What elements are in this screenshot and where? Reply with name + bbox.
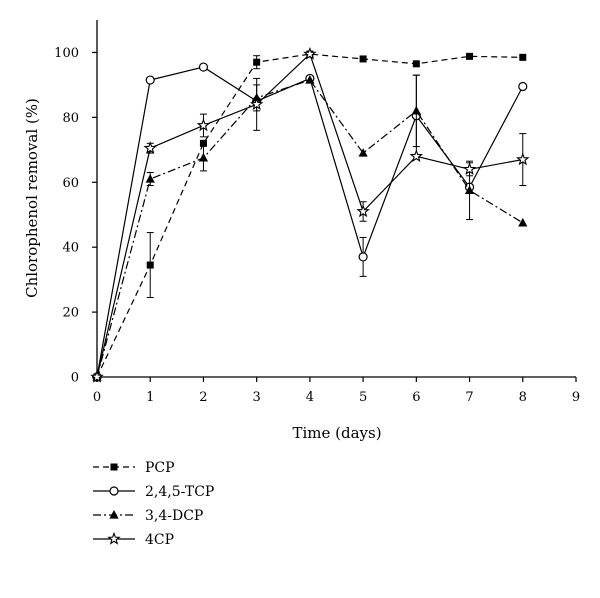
data-point-4cp xyxy=(249,97,264,111)
legend-marker xyxy=(109,510,119,519)
x-tick-label: 0 xyxy=(93,390,101,405)
x-tick-label: 9 xyxy=(572,390,580,405)
y-tick-label: 20 xyxy=(62,306,79,321)
y-tick-label: 40 xyxy=(62,241,79,256)
legend-marker xyxy=(107,531,121,545)
data-point-4cp xyxy=(462,162,477,176)
legend-label: PCP xyxy=(145,460,175,476)
x-tick-label: 4 xyxy=(306,390,314,405)
data-point-3-4-dcp xyxy=(198,152,209,162)
legend-label: 2,4,5-TCP xyxy=(145,484,214,500)
series-pcp xyxy=(93,50,527,381)
x-tick-label: 3 xyxy=(253,390,261,405)
axes xyxy=(96,20,576,378)
legend-label: 3,4-DCP xyxy=(145,508,203,524)
x-tick-label: 1 xyxy=(146,390,154,405)
legend-marker xyxy=(110,463,118,471)
legend-item-4cp: 4CP xyxy=(93,531,174,548)
data-point-4cp xyxy=(356,204,370,218)
series-line-2-4-5-tcp xyxy=(96,66,524,378)
data-point-4cp xyxy=(516,152,530,166)
data-point-2-4-5-tcp xyxy=(358,252,368,262)
data-point-3-4-dcp xyxy=(145,174,155,183)
y-axis-title: Chlorophenol removal (%) xyxy=(23,98,41,298)
series-4cp xyxy=(90,47,530,383)
data-point-pcp xyxy=(519,53,527,61)
legend-item-pcp: PCP xyxy=(93,460,175,476)
series-2-4-5-tcp xyxy=(92,62,528,382)
data-point-pcp xyxy=(253,58,261,66)
series-3-4-dcp xyxy=(92,74,528,381)
data-point-3-4-dcp xyxy=(518,217,528,227)
x-tick-label: 8 xyxy=(519,390,527,405)
data-point-3-4-dcp xyxy=(305,75,315,84)
y-tick-label: 60 xyxy=(62,176,79,191)
data-point-4cp xyxy=(143,141,157,154)
data-point-2-4-5-tcp xyxy=(198,62,209,72)
data-point-2-4-5-tcp xyxy=(145,75,155,85)
legend-item-2-4-5-tcp: 2,4,5-TCP xyxy=(93,484,214,500)
data-point-3-4-dcp xyxy=(411,105,421,115)
y-tick-label: 80 xyxy=(62,111,79,126)
data-point-4cp xyxy=(196,118,211,132)
y-tick-label: 0 xyxy=(71,371,79,386)
data-point-4cp xyxy=(303,47,317,60)
data-point-pcp xyxy=(412,60,420,68)
x-tick-label: 2 xyxy=(199,390,207,405)
legend: PCP 2,4,5-TCP 3,4-DCP 4CP xyxy=(93,460,214,548)
legend-item-3-4-dcp: 3,4-DCP xyxy=(93,508,203,524)
data-point-pcp xyxy=(466,52,474,60)
data-point-pcp xyxy=(359,55,367,63)
axis-ticks: 0 1 2 3 4 5 6 7 8 9 0 20 40 60 80 100 xyxy=(54,46,580,405)
legend-marker xyxy=(109,486,119,496)
series-line-4cp xyxy=(96,53,523,378)
data-point-3-4-dcp xyxy=(464,185,475,194)
y-tick-label: 100 xyxy=(54,46,79,61)
data-point-2-4-5-tcp xyxy=(518,81,528,92)
legend-label: 4CP xyxy=(145,532,174,548)
x-tick-label: 5 xyxy=(359,390,367,405)
data-point-pcp xyxy=(199,139,207,147)
x-tick-label: 6 xyxy=(412,390,420,405)
series-line-pcp xyxy=(96,53,523,378)
data-point-4cp xyxy=(90,369,104,383)
plot-series xyxy=(90,47,530,383)
data-point-pcp xyxy=(146,261,154,269)
x-tick-label: 7 xyxy=(465,390,473,405)
data-point-4cp xyxy=(409,149,424,163)
series-line-3-4-dcp xyxy=(96,79,524,378)
x-axis-title: Time (days) xyxy=(292,424,381,442)
data-point-3-4-dcp xyxy=(358,148,368,157)
